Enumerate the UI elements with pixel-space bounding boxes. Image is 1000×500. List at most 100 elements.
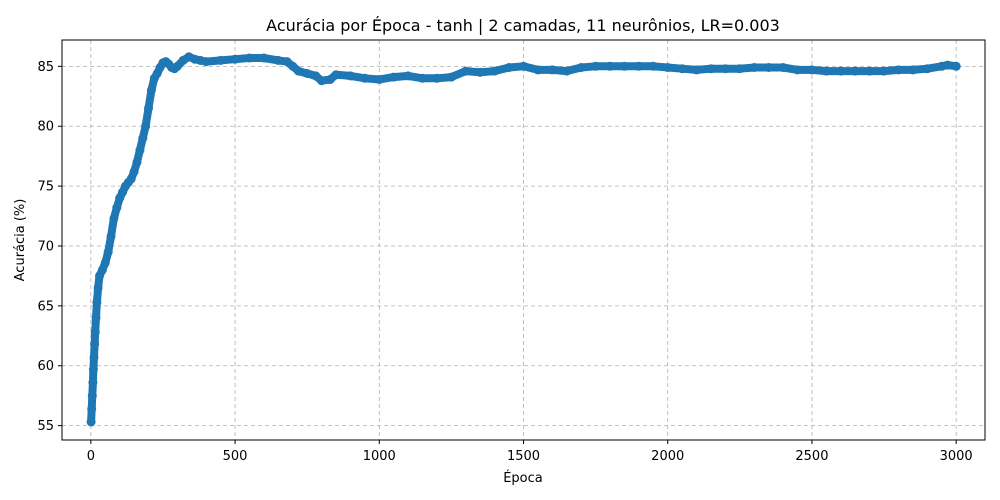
data-point xyxy=(317,76,327,86)
data-point xyxy=(90,327,100,337)
data-point xyxy=(648,61,658,71)
data-point xyxy=(807,65,817,75)
data-point xyxy=(562,66,572,76)
data-point xyxy=(89,352,99,362)
data-point xyxy=(302,69,312,78)
data-points xyxy=(86,52,961,427)
data-point xyxy=(172,61,182,71)
data-point xyxy=(88,378,98,387)
data-point xyxy=(720,64,730,74)
data-point xyxy=(92,297,102,307)
data-point xyxy=(126,174,136,184)
data-point xyxy=(547,65,557,75)
y-tick-label: 80 xyxy=(37,120,54,135)
data-point xyxy=(735,64,745,74)
data-point xyxy=(908,65,918,75)
y-tick-label: 55 xyxy=(37,419,54,434)
data-point xyxy=(922,64,932,74)
data-point xyxy=(475,67,485,77)
data-point xyxy=(951,61,961,71)
data-point xyxy=(97,265,107,275)
data-point xyxy=(100,258,110,268)
chart-title: Acurácia por Época - tanh | 2 camadas, 1… xyxy=(266,16,780,35)
data-point xyxy=(273,55,283,65)
data-point xyxy=(749,63,759,72)
data-point xyxy=(345,71,355,81)
data-point xyxy=(360,73,370,83)
data-point xyxy=(879,66,889,76)
y-tick-label: 70 xyxy=(37,239,54,254)
data-point xyxy=(576,63,586,72)
data-point xyxy=(91,313,101,323)
data-point xyxy=(93,283,103,293)
x-tick-label: 500 xyxy=(223,449,248,464)
data-point xyxy=(141,121,151,131)
data-point xyxy=(793,65,802,75)
data-point xyxy=(331,70,341,80)
data-point xyxy=(764,63,774,72)
y-tick-label: 60 xyxy=(37,359,54,374)
y-tick-label: 65 xyxy=(37,299,54,314)
x-axis-label: Época xyxy=(503,470,543,486)
data-point xyxy=(692,65,702,75)
data-point xyxy=(245,53,254,63)
data-point xyxy=(490,66,500,76)
data-point xyxy=(146,85,156,95)
data-point xyxy=(591,61,601,71)
data-point xyxy=(634,61,644,71)
data-point xyxy=(259,53,269,63)
data-point xyxy=(389,72,399,82)
data-point xyxy=(677,64,687,74)
x-tick-label: 1500 xyxy=(507,449,540,464)
data-point xyxy=(605,61,615,71)
data-point xyxy=(432,73,442,83)
data-point xyxy=(663,63,673,72)
data-point xyxy=(836,66,846,76)
data-point xyxy=(144,103,153,113)
data-point xyxy=(201,57,211,67)
data-point xyxy=(403,71,413,81)
data-point xyxy=(90,339,100,349)
grid xyxy=(62,40,985,440)
data-point xyxy=(216,55,226,65)
data-point xyxy=(87,404,97,414)
y-axis-label: Acurácia (%) xyxy=(13,199,28,282)
y-axis-ticks: 55 60 65 70 75 80 85 xyxy=(37,60,62,434)
data-point xyxy=(533,65,543,75)
data-point xyxy=(138,133,148,143)
data-point xyxy=(112,203,122,213)
data-point xyxy=(106,231,116,241)
x-tick-label: 3000 xyxy=(940,449,973,464)
x-tick-label: 0 xyxy=(87,449,95,464)
y-tick-label: 75 xyxy=(37,180,54,195)
data-point xyxy=(86,417,96,427)
data-point xyxy=(294,66,303,76)
data-point xyxy=(706,64,716,74)
data-point xyxy=(87,391,97,401)
data-point xyxy=(778,63,788,72)
x-axis-ticks: 0 500 1000 1500 2000 2500 3000 xyxy=(87,440,973,464)
data-point xyxy=(135,145,145,155)
data-point xyxy=(446,72,456,82)
data-point xyxy=(374,75,384,84)
data-point xyxy=(132,157,142,167)
x-tick-label: 2500 xyxy=(795,449,828,464)
y-tick-label: 85 xyxy=(37,60,54,75)
data-point xyxy=(461,66,471,76)
data-point xyxy=(620,61,629,71)
data-point xyxy=(504,63,514,72)
data-point xyxy=(821,66,831,76)
data-point xyxy=(894,65,903,75)
data-point xyxy=(103,247,113,257)
data-point xyxy=(418,73,427,83)
data-point xyxy=(129,167,139,177)
x-tick-label: 2000 xyxy=(651,449,684,464)
data-point xyxy=(519,61,528,71)
x-tick-label: 1000 xyxy=(363,449,396,464)
data-point xyxy=(943,60,952,70)
data-point xyxy=(109,213,119,223)
data-point xyxy=(865,66,875,76)
data-point xyxy=(88,364,98,374)
data-point xyxy=(850,66,860,76)
